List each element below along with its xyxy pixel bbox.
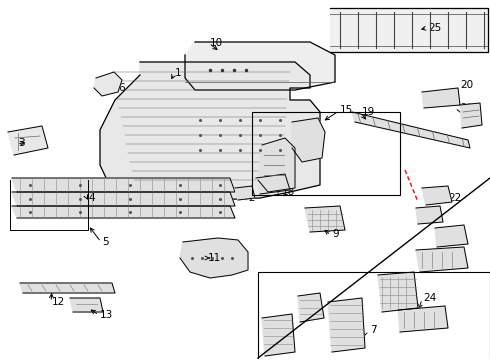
Polygon shape xyxy=(8,126,48,155)
Text: 24: 24 xyxy=(423,293,436,303)
Polygon shape xyxy=(20,283,115,293)
Polygon shape xyxy=(422,88,460,108)
Text: 20: 20 xyxy=(460,80,473,90)
Polygon shape xyxy=(292,118,325,162)
Text: 3: 3 xyxy=(18,138,24,148)
Text: 4: 4 xyxy=(88,193,95,203)
Polygon shape xyxy=(330,8,488,52)
Polygon shape xyxy=(378,272,418,312)
Text: 14: 14 xyxy=(302,125,315,135)
Polygon shape xyxy=(262,314,295,356)
Polygon shape xyxy=(235,186,255,200)
Text: 9: 9 xyxy=(395,275,402,285)
Text: 21: 21 xyxy=(460,103,473,113)
Polygon shape xyxy=(256,174,290,194)
Text: 23: 23 xyxy=(428,208,441,218)
Polygon shape xyxy=(185,42,335,90)
Text: 16: 16 xyxy=(448,258,461,268)
Bar xyxy=(252,112,400,195)
Polygon shape xyxy=(12,192,235,206)
Text: 19: 19 xyxy=(362,107,375,117)
Text: 12: 12 xyxy=(52,297,65,307)
Polygon shape xyxy=(422,186,452,205)
Polygon shape xyxy=(305,206,345,232)
Polygon shape xyxy=(12,206,235,218)
Text: 6: 6 xyxy=(278,339,285,349)
Text: 10: 10 xyxy=(210,38,223,48)
Polygon shape xyxy=(416,247,468,272)
Polygon shape xyxy=(258,138,295,192)
Polygon shape xyxy=(70,298,103,312)
Text: 7: 7 xyxy=(370,325,377,335)
Polygon shape xyxy=(435,225,468,247)
Text: 15: 15 xyxy=(340,105,353,115)
Polygon shape xyxy=(460,103,482,128)
Text: 1: 1 xyxy=(175,68,182,78)
Text: 2: 2 xyxy=(248,193,255,203)
Polygon shape xyxy=(416,206,443,224)
Text: 17: 17 xyxy=(448,233,461,243)
Polygon shape xyxy=(94,72,122,96)
Text: 18: 18 xyxy=(282,187,295,197)
Polygon shape xyxy=(328,298,365,352)
Polygon shape xyxy=(100,62,320,200)
Polygon shape xyxy=(12,178,235,192)
Text: 22: 22 xyxy=(448,193,461,203)
Text: 5: 5 xyxy=(102,237,109,247)
Text: 25: 25 xyxy=(428,23,441,33)
Text: 9: 9 xyxy=(332,229,339,239)
Text: 6: 6 xyxy=(118,83,124,93)
Polygon shape xyxy=(398,306,448,332)
Polygon shape xyxy=(180,238,248,278)
Polygon shape xyxy=(352,112,470,148)
Polygon shape xyxy=(298,293,324,322)
Text: 13: 13 xyxy=(100,310,113,320)
Text: 8: 8 xyxy=(300,300,307,310)
Text: 11: 11 xyxy=(208,253,221,263)
